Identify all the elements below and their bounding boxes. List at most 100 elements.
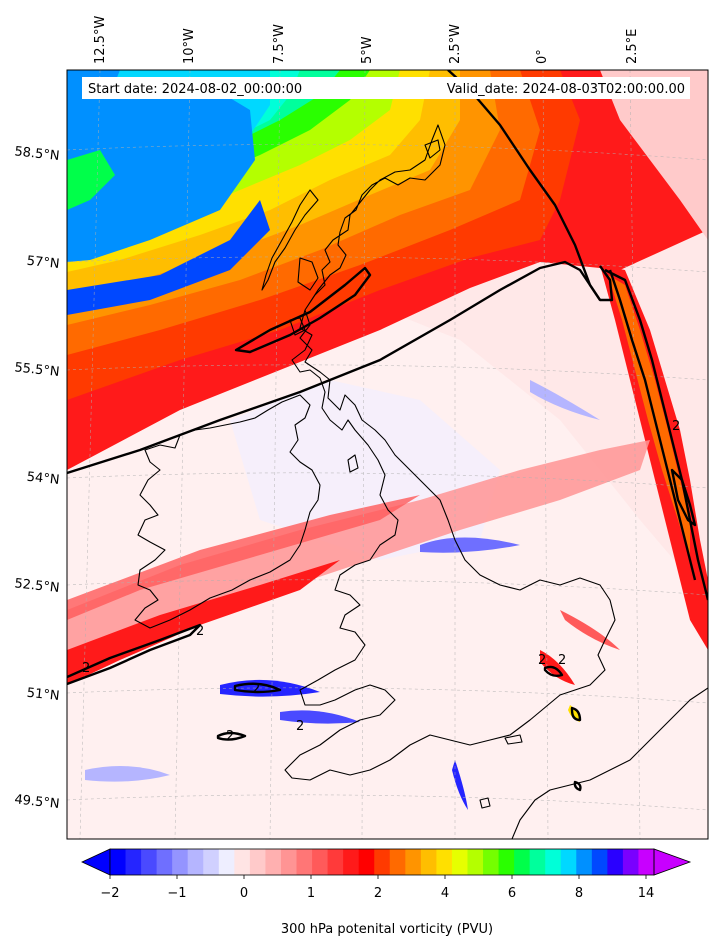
- colorbar-swatch: [591, 849, 608, 875]
- lat-label: 58.5°N: [14, 144, 60, 164]
- pv-field-low: [67, 300, 708, 839]
- colorbar-swatch: [514, 849, 531, 875]
- colorbar-swatch: [265, 849, 282, 875]
- colorbar-swatch: [451, 849, 468, 875]
- colorbar-tick-label: 0: [240, 886, 248, 901]
- lon-label: 2.5°E: [625, 29, 640, 64]
- coastline-isle-of-man: [347, 454, 359, 473]
- colorbar-swatch: [110, 849, 127, 875]
- colorbar-swatch: [234, 849, 251, 875]
- pv-anomaly: [540, 650, 575, 685]
- colorbar-swatch: [218, 849, 235, 875]
- lon-label: 2.5°W: [448, 24, 463, 64]
- lat-label: 51°N: [26, 686, 60, 704]
- colorbar-swatch: [529, 849, 546, 875]
- colorbar-tick-label: 6: [508, 886, 516, 901]
- lon-labels: 12.5°W 10°W 7.5°W 5°W 2.5°W 0° 2.5°E: [93, 16, 640, 64]
- coastline-ireland: [134, 394, 321, 629]
- pv-2-contour-main: [67, 260, 614, 475]
- colorbar-swatch: [638, 849, 655, 875]
- colorbar-swatch: [280, 849, 298, 875]
- coastline-isle-of-wight: [504, 734, 523, 745]
- lon-label: 7.5°W: [272, 24, 287, 64]
- colorbar-swatch: [374, 849, 391, 875]
- valid-date: Valid_date: 2024-08-03T02:00:00.00: [447, 82, 685, 97]
- colorbar-swatch: [467, 849, 484, 875]
- pv-anomaly: [530, 380, 600, 420]
- lat-label: 49.5°N: [14, 792, 60, 812]
- colorbar-ticks: −2 −1 0 1 2 4 6 8 10 14: [100, 886, 654, 901]
- colorbar-swatch: [576, 849, 593, 875]
- lon-label: 10°W: [182, 28, 197, 64]
- colorbar-swatch: [187, 849, 204, 875]
- lat-labels: 58.5°N 57°N 55.5°N 54°N 52.5°N 51°N 49.5…: [14, 144, 60, 812]
- coastline-orkney: [424, 139, 441, 159]
- colorbar-swatch: [312, 849, 329, 875]
- coastline-france: [511, 687, 708, 839]
- colorbar-tick-label: 14: [638, 886, 655, 901]
- pv-field-jet: [67, 560, 340, 685]
- pv-2-contour-loop: [670, 468, 697, 527]
- lat-label: 57°N: [26, 254, 60, 272]
- contour-label: 2: [226, 729, 234, 744]
- coastline-skye: [297, 257, 319, 291]
- colorbar-swatch: [498, 849, 515, 875]
- colorbar-swatch: [622, 849, 639, 875]
- pv-anomaly: [280, 710, 360, 724]
- colorbar-swatch: [203, 849, 220, 875]
- pv-field-jet: [67, 495, 420, 620]
- colorbar-swatch: [607, 849, 624, 875]
- pv-2-contour-small: [573, 780, 582, 792]
- coastline-channel-islands: [479, 797, 491, 809]
- contour-label: 2: [196, 624, 204, 639]
- coastline-hebrides: [261, 189, 319, 291]
- lat-label: 54°N: [26, 470, 60, 488]
- lat-label: 52.5°N: [14, 576, 60, 596]
- date-box: [82, 77, 690, 99]
- colorbar-swatch: [172, 849, 189, 875]
- colorbar-swatch: [125, 849, 142, 875]
- colorbar-extend-min: [81, 848, 111, 876]
- colorbar: [81, 848, 692, 879]
- pv-2-contour-jet: [67, 623, 202, 686]
- colorbar-tick-label: 1: [307, 886, 315, 901]
- contour-label: 2: [558, 653, 566, 668]
- contour-label: 2: [82, 661, 90, 676]
- colorbar-swatch: [327, 849, 344, 875]
- pv-field-core: [67, 200, 270, 315]
- pv-field-core: [67, 80, 255, 262]
- colorbar-swatch: [420, 849, 437, 875]
- pv-anomaly: [85, 766, 170, 782]
- pv-field-tongue: [600, 70, 708, 240]
- colorbar-swatch: [545, 849, 562, 875]
- colorbar-label: 300 hPa potenital vorticity (PVU): [281, 922, 493, 937]
- colorbar-swatch: [141, 849, 158, 875]
- colorbar-swatch: [358, 849, 375, 875]
- pv-field-tongue: [600, 265, 708, 650]
- lon-label: 5°W: [360, 36, 375, 64]
- colorbar-tick-label: 2: [374, 886, 382, 901]
- colorbar-swatch: [249, 849, 266, 875]
- lon-label: 0°: [535, 49, 550, 64]
- colorbar-frame: [109, 848, 655, 876]
- coastline-great-britain: [284, 124, 616, 781]
- pv-2-contour-small: [570, 706, 582, 722]
- colorbar-tick-label: −1: [167, 886, 186, 901]
- pv-field-core: [67, 150, 115, 210]
- map-frame: [66, 69, 709, 840]
- map-panel: 2 2 2 2 2 2 2 2 Start date: 2024-08-02_0…: [67, 70, 708, 839]
- colorbar-swatch: [296, 849, 313, 875]
- colorbar-swatch: [436, 849, 453, 875]
- contour-label: 2: [538, 653, 546, 668]
- colorbar-swatch: [156, 849, 173, 875]
- colorbar-swatch: [389, 849, 406, 875]
- colorbar-swatch: [343, 849, 360, 875]
- colorbar-swatch: [483, 849, 500, 875]
- graticule: [67, 70, 708, 839]
- contour-labels: 2 2 2 2 2 2 2 2: [82, 419, 680, 744]
- contour-label: 2: [672, 419, 680, 434]
- contour-label: 2: [252, 682, 260, 697]
- colorbar-tick-label: −2: [100, 886, 119, 901]
- colorbar-extend-max: [653, 848, 692, 876]
- contour-label: 2: [296, 719, 304, 734]
